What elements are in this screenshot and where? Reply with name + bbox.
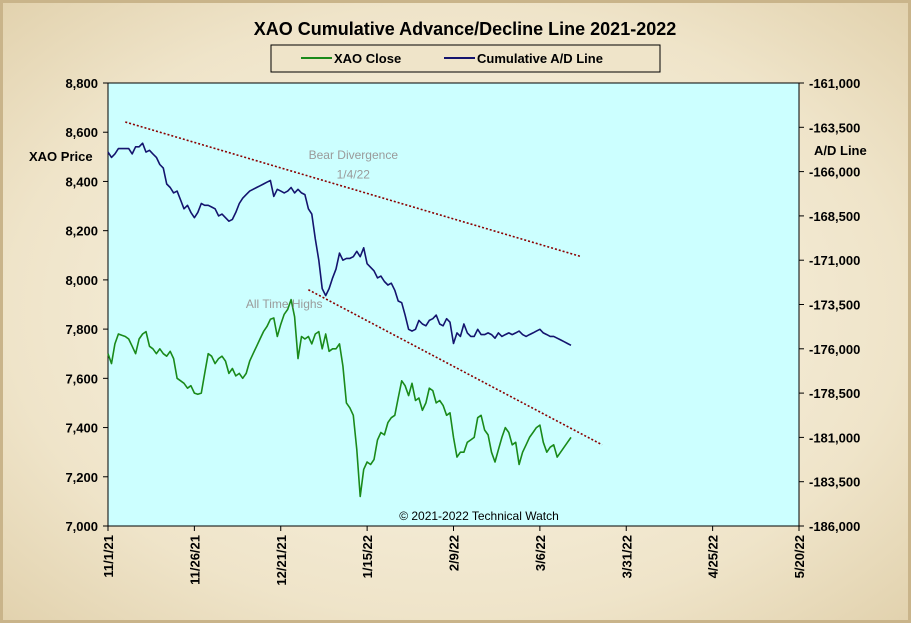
left-tick-label: 8,400 bbox=[65, 174, 98, 189]
right-tick-label: -168,500 bbox=[809, 209, 860, 224]
series-lines bbox=[107, 142, 572, 498]
chart-title: XAO Cumulative Advance/Decline Line 2021… bbox=[254, 19, 677, 39]
x-tick-label: 5/20/22 bbox=[792, 535, 807, 578]
right-tick-label: -161,000 bbox=[809, 76, 860, 91]
right-tick-label: -171,000 bbox=[809, 253, 860, 268]
ad-line bbox=[107, 142, 572, 347]
x-axis: 11/1/21 11/26/21 12/21/21 1/15/22 2/9/22 3/6/… bbox=[101, 526, 807, 586]
left-tick-label: 8,600 bbox=[65, 125, 98, 140]
left-tick-label: 8,800 bbox=[65, 76, 98, 91]
left-tick-label: 7,400 bbox=[65, 421, 98, 436]
x-tick-label: 1/15/22 bbox=[360, 535, 375, 578]
left-axis: 7,000 7,200 7,400 7,600 7,800 8,000 8,200 8,400… bbox=[65, 76, 108, 534]
annotation-text: 1/4/22 bbox=[337, 168, 371, 182]
right-tick-label: -183,500 bbox=[809, 475, 860, 490]
right-tick-label: -163,500 bbox=[809, 120, 860, 135]
left-tick-label: 7,200 bbox=[65, 470, 98, 485]
trendline-1 bbox=[308, 289, 603, 446]
left-tick-label: 8,000 bbox=[65, 273, 98, 288]
right-tick-label: -181,000 bbox=[809, 430, 860, 445]
annotations: Bear Divergence 1/4/22 All Time Highs bbox=[246, 148, 398, 311]
x-tick-label: 2/9/22 bbox=[447, 535, 462, 571]
right-tick-label: -178,500 bbox=[809, 386, 860, 401]
right-tick-label: -176,000 bbox=[809, 342, 860, 357]
annotation-text: Bear Divergence bbox=[309, 148, 399, 162]
x-tick-label: 3/31/22 bbox=[619, 535, 634, 578]
right-axis: -161,000 -163,500 -166,000 -168,500 -171,000… bbox=[799, 76, 860, 534]
x-tick-label: 11/1/21 bbox=[101, 535, 116, 578]
annotation-text: All Time Highs bbox=[246, 297, 323, 311]
left-tick-label: 8,200 bbox=[65, 224, 98, 239]
right-tick-label: -173,500 bbox=[809, 298, 860, 313]
left-tick-label: 7,000 bbox=[65, 519, 98, 534]
x-tick-label: 4/25/22 bbox=[706, 535, 721, 578]
x-tick-label: 11/26/21 bbox=[187, 535, 202, 585]
xao-close-line bbox=[107, 298, 572, 498]
plot-area bbox=[107, 82, 800, 527]
legend-label-ad: Cumulative A/D Line bbox=[477, 51, 603, 66]
legend: XAO Close Cumulative A/D Line bbox=[270, 44, 661, 73]
trendlines bbox=[125, 121, 603, 446]
left-tick-label: 7,600 bbox=[65, 371, 98, 386]
right-axis-label: A/D Line bbox=[814, 143, 867, 158]
x-tick-label: 12/21/21 bbox=[274, 535, 289, 586]
trendline-0 bbox=[125, 121, 582, 258]
credit-text: © 2021-2022 Technical Watch bbox=[399, 509, 559, 523]
right-tick-label: -186,000 bbox=[809, 519, 860, 534]
right-tick-label: -166,000 bbox=[809, 165, 860, 180]
x-tick-label: 3/6/22 bbox=[533, 535, 548, 571]
left-axis-label: XAO Price bbox=[29, 149, 93, 164]
legend-label-xao: XAO Close bbox=[334, 51, 401, 66]
left-tick-label: 7,800 bbox=[65, 322, 98, 337]
